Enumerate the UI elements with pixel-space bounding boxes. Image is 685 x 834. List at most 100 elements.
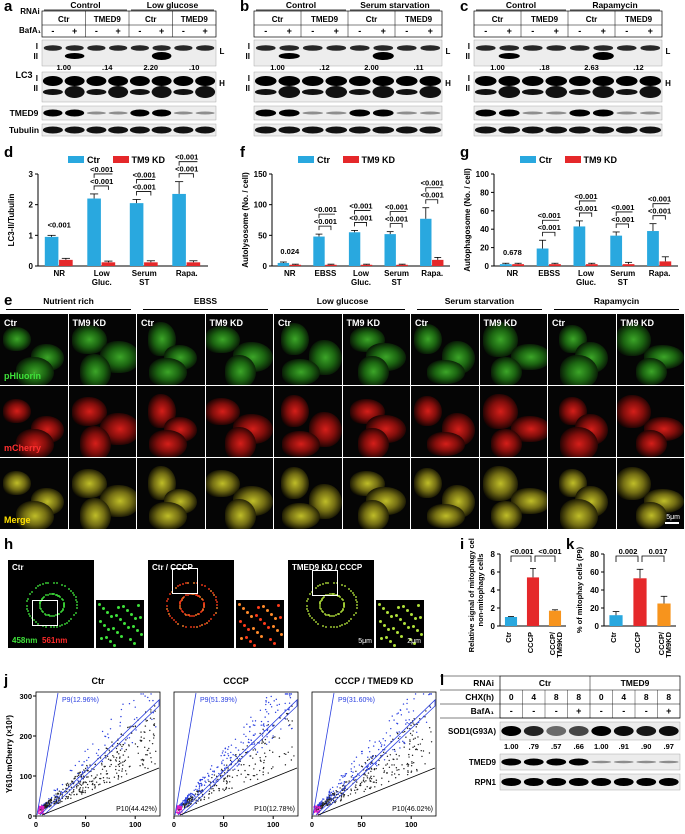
event-dot	[256, 751, 259, 753]
event-dot	[106, 747, 108, 750]
event-dot	[101, 730, 104, 733]
event-dot	[225, 764, 228, 766]
panel-j-label: j	[4, 672, 9, 689]
blot-strip	[473, 123, 663, 137]
baf-cell: -	[510, 706, 513, 716]
band	[151, 86, 172, 98]
puncta	[27, 612, 30, 615]
band	[613, 760, 634, 764]
event-dot	[408, 711, 410, 713]
cell-blob	[79, 498, 111, 529]
event-dot	[94, 786, 96, 788]
event-dot	[363, 790, 365, 793]
x-category-label: EBSS	[538, 269, 560, 278]
baf-cell: +	[576, 706, 581, 716]
event-dot	[430, 741, 433, 743]
band	[499, 45, 520, 51]
x-category-label: CCCP/	[548, 631, 557, 655]
event-dot	[283, 752, 286, 755]
event-dot	[323, 798, 325, 800]
ratio-value: .18	[539, 63, 549, 72]
event-dot	[410, 770, 413, 772]
gate-p10-label: P10(44.42%)	[116, 806, 157, 813]
event-dot	[380, 784, 383, 786]
puncta	[306, 607, 309, 610]
event-dot	[293, 755, 295, 757]
rnai-cell: Ctr	[586, 15, 598, 24]
event-dot	[263, 723, 265, 725]
event-dot	[392, 738, 394, 740]
event-dot	[280, 728, 282, 730]
event-dot	[344, 775, 346, 778]
event-dot	[382, 751, 385, 754]
event-dot	[345, 773, 348, 775]
event-dot	[409, 732, 412, 735]
p-value-2: <0.001	[574, 192, 597, 201]
event-dot	[428, 693, 431, 695]
puncta	[316, 622, 319, 625]
band	[545, 126, 568, 134]
puncta	[273, 642, 276, 645]
event-dot	[148, 740, 151, 742]
puncta	[40, 598, 43, 601]
puncta	[106, 611, 109, 614]
event-dot	[64, 798, 67, 800]
band	[639, 76, 662, 86]
band	[86, 111, 106, 115]
event-dot	[90, 775, 93, 777]
event-dot	[289, 696, 292, 699]
event-dot	[315, 810, 318, 813]
event-dot	[410, 724, 412, 727]
event-dot	[153, 705, 156, 707]
event-dot	[355, 770, 357, 773]
event-dot	[267, 724, 270, 726]
event-dot	[251, 720, 254, 722]
band	[301, 89, 324, 95]
band	[613, 726, 634, 736]
band	[591, 778, 612, 786]
event-dot	[413, 723, 415, 726]
event-dot	[141, 763, 144, 765]
event-dot	[270, 706, 273, 708]
puncta	[320, 598, 323, 601]
event-dot	[215, 779, 217, 781]
event-dot	[372, 781, 375, 783]
puncta	[181, 583, 184, 586]
bar	[610, 235, 623, 266]
event-dot	[349, 793, 352, 795]
event-dot	[332, 793, 334, 795]
band	[108, 126, 129, 134]
rnai-cell: Ctr	[145, 15, 157, 24]
event-dot	[340, 798, 342, 800]
ratio-value: .14	[102, 63, 113, 72]
x-tick-label: 50	[219, 820, 227, 829]
event-dot	[355, 786, 357, 789]
sig-bracket-2	[652, 203, 670, 208]
event-dot	[381, 777, 383, 779]
event-dot	[364, 761, 366, 764]
band	[302, 45, 323, 51]
event-dot	[190, 799, 193, 801]
event-dot	[152, 699, 154, 702]
event-dot	[136, 717, 138, 719]
puncta	[130, 613, 133, 616]
event-dot	[178, 805, 181, 808]
puncta	[174, 587, 177, 590]
event-dot	[262, 771, 264, 773]
band	[523, 758, 544, 766]
band	[173, 89, 194, 95]
band	[173, 111, 193, 115]
event-dot	[321, 805, 323, 808]
event-dot	[134, 706, 136, 708]
event-dot	[140, 759, 143, 761]
event-dot	[106, 781, 108, 783]
puncta	[30, 617, 33, 620]
event-dot	[106, 773, 109, 775]
micrograph-cell: Ctr	[411, 314, 479, 385]
event-dot	[318, 804, 321, 807]
event-dot	[393, 719, 395, 721]
event-dot	[254, 720, 257, 722]
event-dot	[79, 771, 81, 773]
event-dot	[148, 700, 151, 702]
puncta	[54, 614, 57, 617]
